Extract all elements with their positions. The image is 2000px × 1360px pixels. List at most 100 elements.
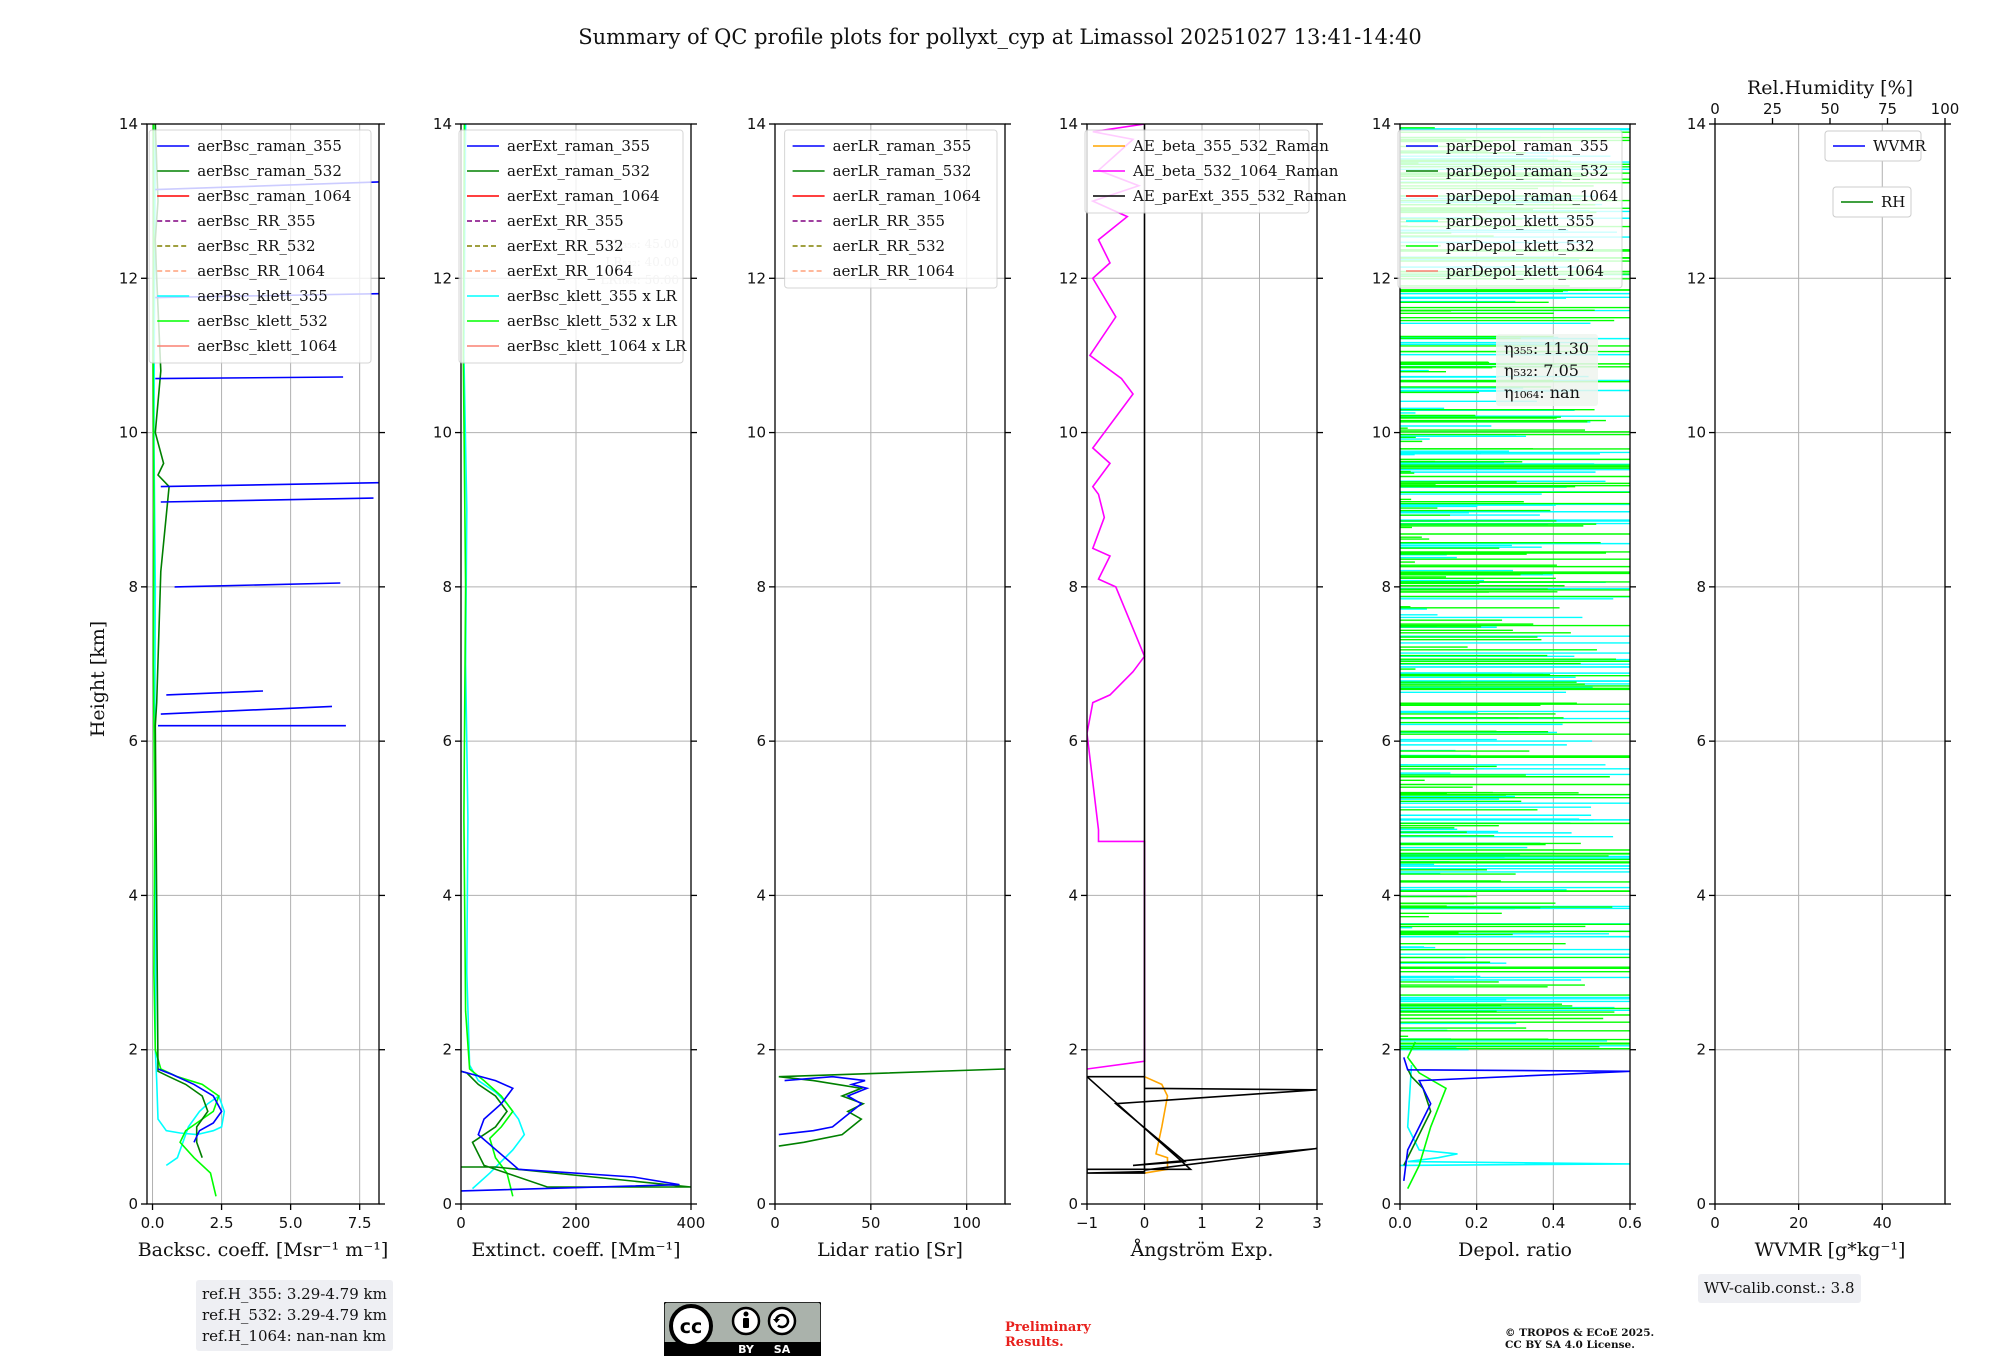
y-tick-label: 6 — [1381, 732, 1391, 750]
legend-depol: parDepol_raman_355 parDepol_raman_532 parD… — [1397, 129, 1623, 289]
y-tick-label: 4 — [442, 886, 452, 904]
legend-entry: aerLR_RR_532 — [833, 237, 945, 255]
copyright-line-2: CC BY SA 4.0 License. — [1505, 1339, 1635, 1351]
legend-entry: aerBsc_klett_1064 — [197, 337, 337, 355]
wv-calibration-constant: WV-calib.const.: 3.8 — [1704, 1279, 1855, 1297]
y-tick-label: 14 — [1372, 115, 1391, 133]
x-tick-label: 5.0 — [279, 1214, 303, 1232]
panel-lidar_ratio: 0 2 4 6 8 10 12 14 0 50 100 Lidar ratio [Sr] aerLR_r… — [747, 115, 1011, 1261]
y-tick-label: 4 — [128, 886, 138, 904]
top-x-axis-label: Rel.Humidity [%] — [1747, 77, 1913, 99]
axes-frame — [146, 123, 380, 1205]
legend-entry: WVMR — [1873, 137, 1927, 155]
y-tick-label: 10 — [1059, 424, 1078, 442]
legend-entry: aerLR_RR_355 — [833, 212, 945, 230]
series-AE_beta_532_1064_Raman — [1087, 124, 1146, 1070]
ref-height-532: ref.H_532: 3.29-4.79 km — [202, 1306, 387, 1324]
top-x-tick-label: 75 — [1878, 100, 1897, 118]
x-tick-label: 200 — [562, 1214, 591, 1232]
panel-extinction: 0 2 4 6 8 10 12 14 0 200 400 Extinct. coeff. [Mm⁻¹]… — [433, 115, 705, 1261]
legend-entry: aerBsc_raman_355 — [197, 137, 342, 155]
eta-value: η₃₅₅: 11.30 — [1504, 339, 1589, 358]
series-aerBsc_klett_532 x LR — [462, 124, 514, 1197]
axes-frame — [1714, 123, 1946, 1205]
legend-entry: aerExt_raman_1064 — [507, 187, 660, 205]
copyright-line-1: © TROPOS & ECoE 2025. — [1505, 1327, 1655, 1339]
panel-backscatter: 0 2 4 6 8 10 12 14 0.0 2.5 5.0 7.5 Backsc. coeff. [M… — [119, 115, 388, 1261]
legend-entry: aerBsc_klett_532 x LR — [507, 312, 678, 330]
legend-entry: RH — [1881, 193, 1905, 211]
series-aerBsc_raman_355-segment — [160, 497, 374, 503]
series-parDepol_raman_532 — [1403, 1068, 1432, 1166]
sa-share-alike-icon — [767, 1306, 797, 1336]
legend-entry: parDepol_raman_355 — [1446, 137, 1609, 155]
legend-frame — [148, 129, 372, 364]
y-tick-label: 8 — [1696, 578, 1706, 596]
cc-license-badge: cc BY SA — [664, 1302, 821, 1356]
x-tick-label: 0 — [1140, 1214, 1150, 1232]
y-tick-label: 2 — [1696, 1041, 1706, 1059]
legend-frame — [458, 129, 684, 364]
x-axis-label: WVMR [g*kg⁻¹] — [1755, 1239, 1906, 1261]
series-aerExt_raman_355 — [461, 1070, 680, 1192]
eta-value: η₁₀₆₄: nan — [1504, 383, 1580, 402]
legend-backscatter: aerBsc_raman_355 aerBsc_raman_532 aerBsc_r… — [148, 129, 372, 364]
series-AE_parExt_355_532_Raman — [1087, 124, 1317, 1174]
series-aerBsc_raman_355-segment — [160, 705, 333, 715]
legend-entry: aerBsc_klett_355 — [197, 287, 328, 305]
y-tick-label: 4 — [1696, 886, 1706, 904]
y-tick-label: 2 — [128, 1041, 138, 1059]
y-tick-label: 0 — [1381, 1195, 1391, 1213]
x-tick-label: 1 — [1197, 1214, 1207, 1232]
y-tick-label: 2 — [756, 1041, 766, 1059]
y-tick-label: 6 — [1068, 732, 1078, 750]
y-tick-label: 12 — [119, 269, 138, 287]
preliminary-line-2: Results. — [1005, 1335, 1064, 1350]
y-tick-label: 12 — [1372, 269, 1391, 287]
series-aerLR_raman_532 — [778, 1068, 1005, 1147]
legend-entry: aerBsc_raman_532 — [197, 162, 342, 180]
y-tick-label: 0 — [442, 1195, 452, 1213]
legend-entry: aerBsc_RR_532 — [197, 237, 315, 255]
y-tick-label: 6 — [756, 732, 766, 750]
legend-lidar_ratio: aerLR_raman_355 aerLR_raman_532 aerLR_rama… — [784, 129, 998, 289]
series-group — [778, 1068, 1005, 1147]
legend-angstrom: AE_beta_355_532_Raman AE_beta_532_1064_Ra… — [1084, 129, 1347, 214]
preliminary-line-1: Preliminary — [1005, 1320, 1091, 1335]
y-tick-label: 6 — [442, 732, 452, 750]
legend-frame — [784, 129, 998, 289]
y-tick-label: 14 — [119, 115, 138, 133]
legend-entry: aerExt_RR_355 — [507, 212, 624, 230]
y-tick-label: 2 — [442, 1041, 452, 1059]
legend-entry: aerExt_raman_355 — [507, 137, 650, 155]
y-tick-label: 2 — [1068, 1041, 1078, 1059]
sa-label: SA — [774, 1343, 791, 1356]
x-tick-label: 0.0 — [1388, 1214, 1412, 1232]
legend-entry: parDepol_klett_355 — [1446, 212, 1595, 230]
y-tick-label: 8 — [1381, 578, 1391, 596]
legend-entry: parDepol_klett_1064 — [1446, 262, 1604, 280]
y-axis-label: Height [km] — [87, 621, 109, 737]
series-parDepol_raman_355 — [1403, 1057, 1630, 1182]
y-tick-label: 10 — [1687, 424, 1706, 442]
legend-wvmr: WVMR RH — [1824, 130, 1927, 218]
series-aerExt_raman_532 — [461, 1070, 691, 1188]
figure-title: Summary of QC profile plots for pollyxt_… — [578, 25, 1422, 49]
x-axis-label: Depol. ratio — [1458, 1239, 1572, 1261]
eta-box — [1496, 334, 1598, 406]
x-tick-label: 0.2 — [1465, 1214, 1489, 1232]
legend-entry: aerExt_RR_1064 — [507, 262, 633, 280]
x-axis-label: Extinct. coeff. [Mm⁻¹] — [471, 1239, 680, 1261]
series-parDepol_klett_532 — [1406, 1041, 1447, 1189]
x-tick-label: 7.5 — [348, 1214, 372, 1232]
legend-entry: AE_beta_355_532_Raman — [1132, 137, 1329, 155]
y-tick-label: 4 — [1381, 886, 1391, 904]
legend-entry: aerBsc_klett_1064 x LR — [507, 337, 687, 355]
y-tick-label: 14 — [1059, 115, 1078, 133]
y-tick-label: 10 — [1372, 424, 1391, 442]
y-tick-label: 6 — [1696, 732, 1706, 750]
wv-calibration-box: WV-calib.const.: 3.8 — [1698, 1274, 1861, 1303]
x-tick-label: 50 — [861, 1214, 880, 1232]
